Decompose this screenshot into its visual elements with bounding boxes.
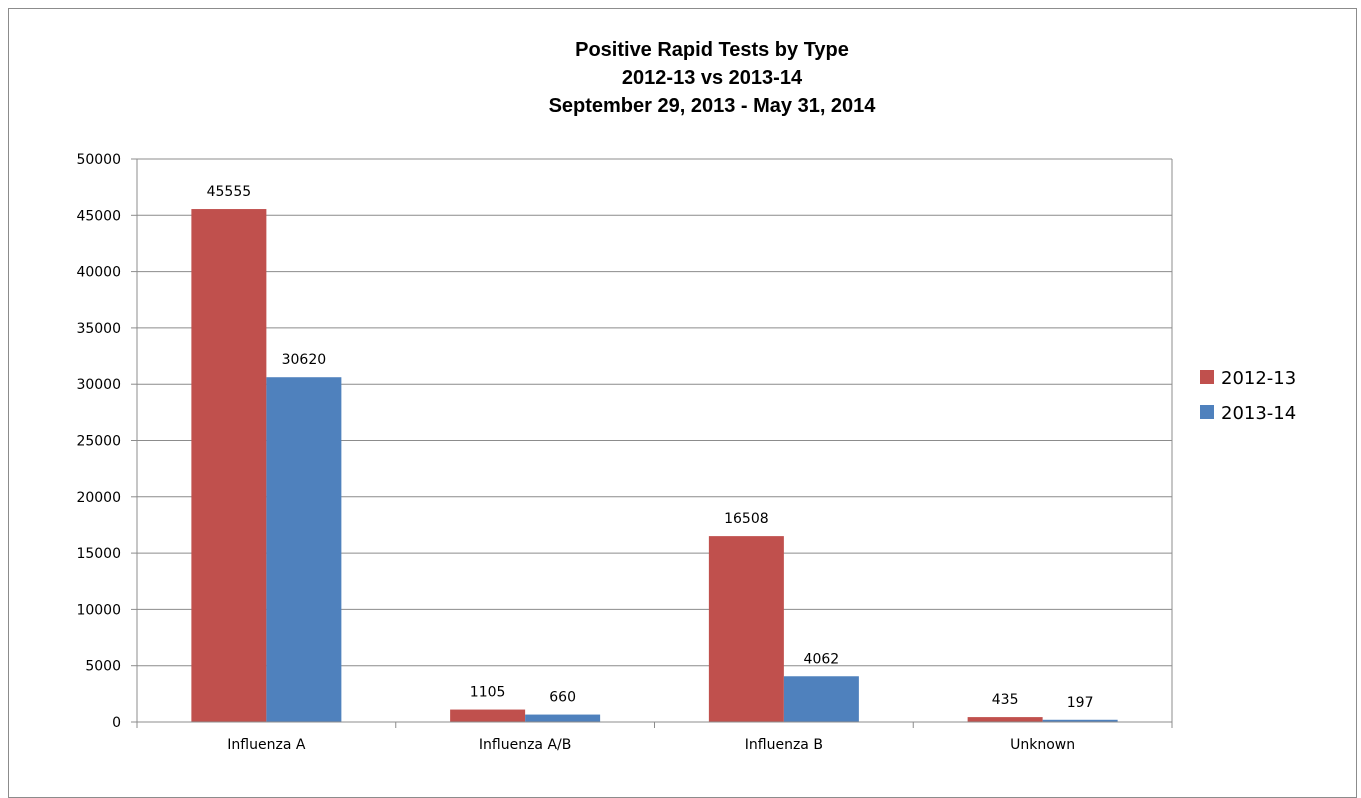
y-tick-label: 10000 <box>76 602 121 618</box>
data-label: 30620 <box>282 352 327 368</box>
data-label: 197 <box>1067 695 1094 711</box>
y-tick-label: 20000 <box>76 490 121 506</box>
y-tick-label: 35000 <box>76 321 121 337</box>
x-tick-label: Influenza B <box>745 737 823 753</box>
y-tick-label: 30000 <box>76 377 121 393</box>
data-labels: 45555 30620 1105 660 16508 4062 435 197 <box>207 184 1094 711</box>
legend-swatch <box>1200 370 1214 384</box>
legend-label: 2013-14 <box>1221 403 1296 424</box>
chart-title-line-1: Positive Rapid Tests by Type <box>575 39 849 61</box>
bar <box>191 209 267 722</box>
x-tick-label: Influenza A/B <box>479 737 571 753</box>
data-label: 435 <box>992 692 1019 708</box>
y-tick-label: 50000 <box>76 152 121 168</box>
bar <box>708 536 784 722</box>
y-axis-tick-labels: 0 5000 10000 15000 20000 25000 30000 35000 40000… <box>76 152 121 731</box>
bar <box>1042 719 1118 722</box>
axes <box>131 158 1173 728</box>
y-tick-label: 25000 <box>76 434 121 450</box>
legend-label: 2012-13 <box>1221 368 1296 389</box>
data-label: 4062 <box>804 651 840 667</box>
y-tick-label: 5000 <box>85 659 121 675</box>
legend-swatch <box>1200 405 1214 419</box>
x-tick-label: Unknown <box>1010 737 1075 753</box>
y-tick-label: 15000 <box>76 546 121 562</box>
chart-title-line-2: 2012-13 vs 2013-14 <box>622 67 803 89</box>
bars <box>191 209 1118 722</box>
x-tick-label: Influenza A <box>227 737 306 753</box>
bar <box>450 709 526 722</box>
bar <box>266 377 342 722</box>
bar <box>967 717 1043 722</box>
y-tick-label: 45000 <box>76 208 121 224</box>
bar <box>525 714 601 722</box>
y-tick-label: 40000 <box>76 265 121 281</box>
bar <box>783 676 859 722</box>
data-label: 1105 <box>470 685 506 701</box>
chart-title-line-3: September 29, 2013 - May 31, 2014 <box>549 95 877 117</box>
data-label: 660 <box>549 690 576 706</box>
data-label: 16508 <box>724 511 769 527</box>
chart-title: Positive Rapid Tests by Type 2012-13 vs … <box>549 39 877 117</box>
legend: 2012-13 2013-14 <box>1200 368 1296 424</box>
x-axis-tick-labels: Influenza A Influenza A/B Influenza B Unkno… <box>227 737 1075 753</box>
data-label: 45555 <box>207 184 252 200</box>
y-tick-label: 0 <box>112 715 121 731</box>
